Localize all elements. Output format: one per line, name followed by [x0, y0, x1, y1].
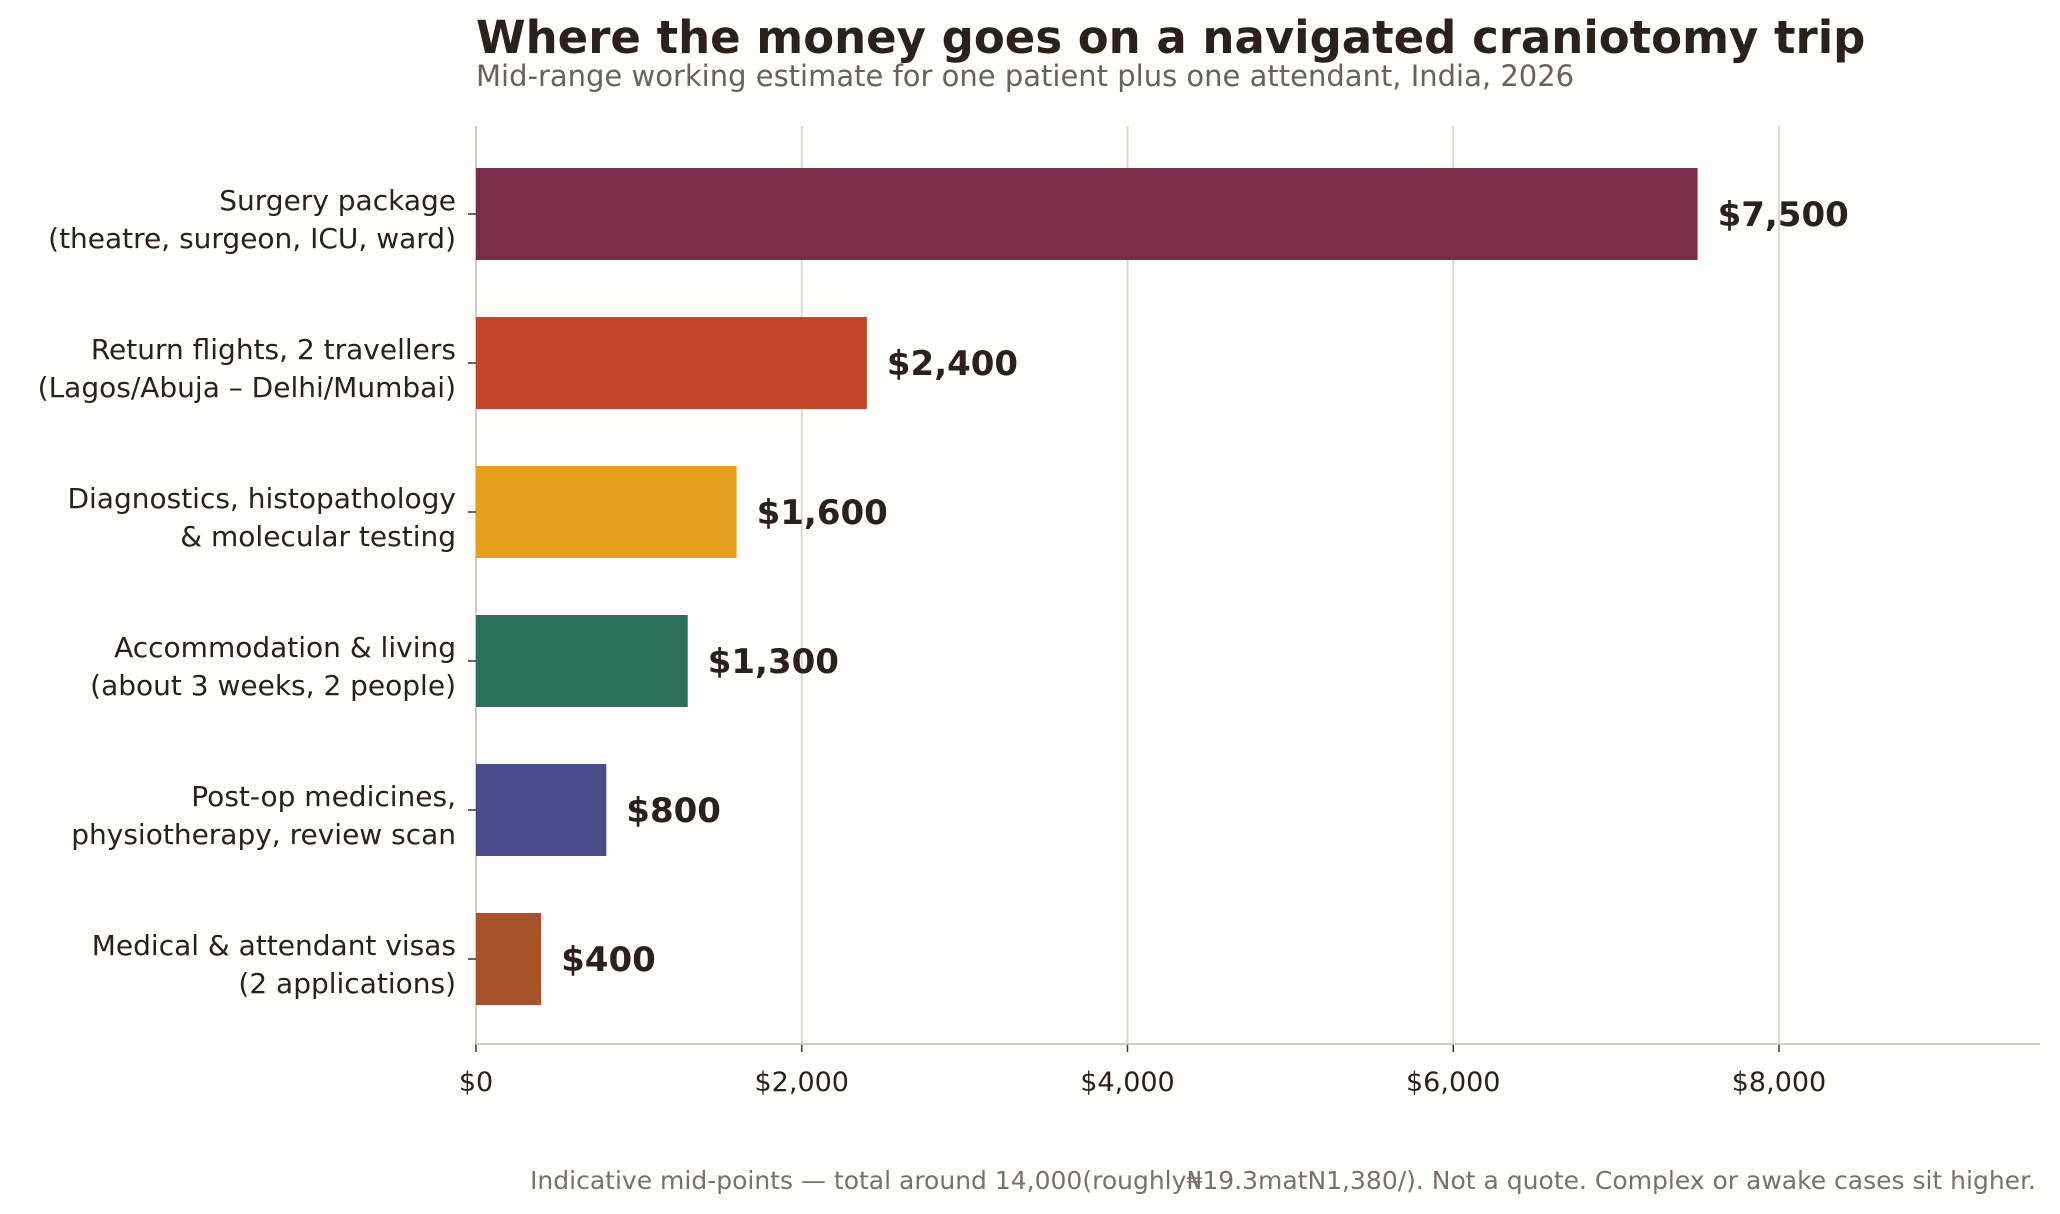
bar	[476, 615, 688, 707]
chart-subtitle: Mid-range working estimate for one patie…	[476, 59, 1574, 93]
bar	[476, 168, 1698, 260]
category-label: Return flights, 2 travellers	[91, 333, 456, 366]
category-label: physiotherapy, review scan	[71, 818, 456, 851]
value-label: $1,600	[757, 493, 888, 533]
category-label: (Lagos/Abuja – Delhi/Mumbai)	[38, 371, 456, 404]
category-label: Diagnostics, histopathology	[67, 482, 456, 515]
bar	[476, 913, 542, 1005]
x-tick-label: $0	[459, 1067, 493, 1098]
category-label: & molecular testing	[180, 520, 456, 553]
x-axis: $0 $2,000 $4,000 $6,000 $8,000	[459, 126, 2040, 1098]
chart-title: Where the money goes on a navigated cran…	[476, 11, 1865, 64]
bar	[476, 466, 737, 558]
value-label: $2,400	[887, 344, 1018, 384]
gridlines	[800, 126, 1780, 1044]
category-label: (about 3 weeks, 2 people)	[90, 669, 456, 702]
category-labels: Surgery package (theatre, surgeon, ICU, w…	[38, 184, 476, 1000]
bars-group: $7,500 $2,400 $1,600 $1,300 $800 $400	[476, 168, 1849, 1005]
category-label: (2 applications)	[238, 967, 456, 1000]
category-label: Post-op medicines,	[191, 780, 456, 813]
x-tick-label: $4,000	[1080, 1067, 1174, 1098]
x-tick-label: $6,000	[1406, 1067, 1500, 1098]
value-label: $1,300	[708, 642, 839, 682]
category-label: Accommodation & living	[114, 631, 456, 664]
value-label: $7,500	[1718, 195, 1849, 235]
category-label: Medical & attendant visas	[92, 929, 456, 962]
category-label: (theatre, surgeon, ICU, ward)	[48, 222, 456, 255]
footnote: Indicative mid-points — total around 14,…	[530, 1166, 2036, 1195]
x-tick-label: $8,000	[1732, 1067, 1826, 1098]
category-label: Surgery package	[219, 184, 456, 217]
bar	[476, 317, 867, 409]
value-label: $400	[561, 940, 656, 980]
value-label: $800	[626, 791, 721, 831]
bar	[476, 764, 607, 856]
x-tick-label: $2,000	[755, 1067, 849, 1098]
